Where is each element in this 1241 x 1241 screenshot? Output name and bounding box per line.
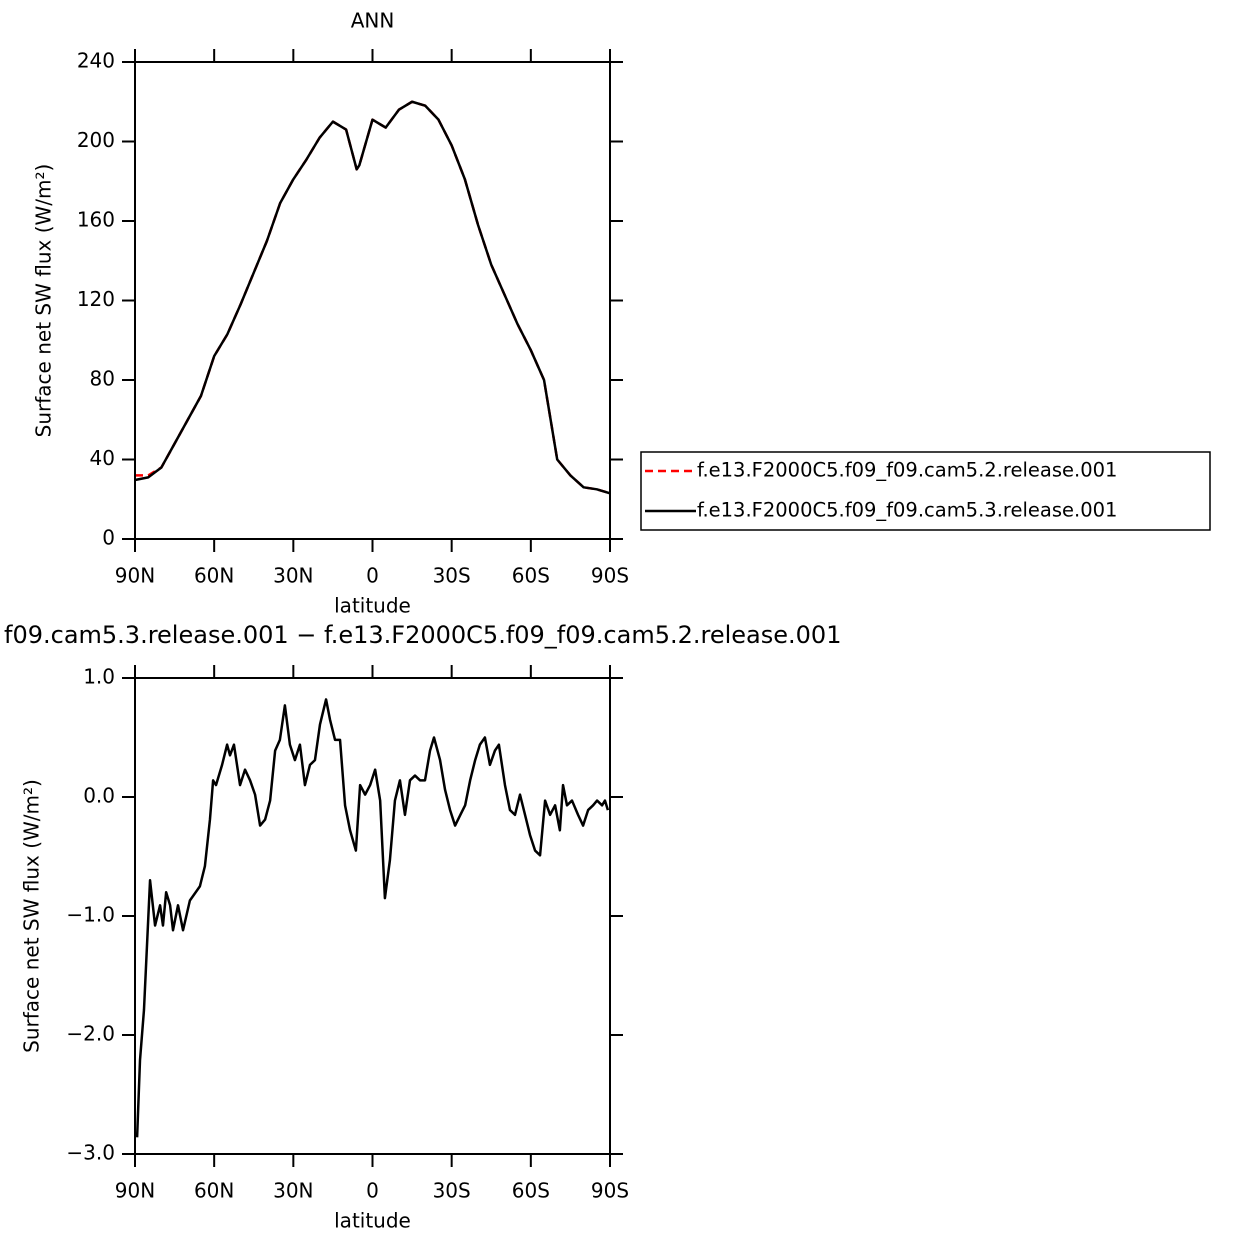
y-axis-label: Surface net SW flux (W/m²) bbox=[32, 164, 56, 438]
x-tick-label: 60S bbox=[512, 564, 550, 588]
y-tick-label: 1.0 bbox=[83, 665, 115, 689]
y-tick-label: 200 bbox=[77, 128, 115, 152]
y-tick-label: 160 bbox=[77, 208, 115, 232]
legend-label: f.e13.F2000C5.f09_f09.cam5.3.release.001 bbox=[697, 499, 1117, 522]
x-tick-label: 0 bbox=[366, 1179, 379, 1203]
x-tick-label: 30S bbox=[433, 1179, 471, 1203]
x-tick-label: 30N bbox=[273, 1179, 313, 1203]
y-axis-label: Surface net SW flux (W/m²) bbox=[20, 779, 44, 1053]
y-tick-label: 120 bbox=[77, 287, 115, 311]
x-tick-label: 60N bbox=[194, 1179, 234, 1203]
chart-title: f09.cam5.3.release.001 − f.e13.F2000C5.f… bbox=[4, 621, 841, 649]
y-tick-label: −2.0 bbox=[66, 1022, 115, 1046]
x-tick-label: 30S bbox=[433, 564, 471, 588]
legend-box bbox=[640, 451, 1211, 531]
x-tick-label: 60S bbox=[512, 1179, 550, 1203]
y-tick-label: 80 bbox=[90, 367, 115, 391]
x-tick-label: 90N bbox=[115, 1179, 155, 1203]
x-tick-label: 90S bbox=[591, 1179, 629, 1203]
data-line bbox=[135, 698, 610, 1138]
y-tick-label: 40 bbox=[90, 446, 115, 470]
y-tick-label: 0.0 bbox=[83, 784, 115, 808]
plot-frame bbox=[134, 61, 611, 540]
x-axis-label: latitude bbox=[334, 594, 411, 618]
y-tick-label: 240 bbox=[77, 49, 115, 73]
data-line bbox=[135, 100, 611, 495]
y-tick-label: −3.0 bbox=[66, 1141, 115, 1165]
x-tick-label: 30N bbox=[273, 564, 313, 588]
plot-frame bbox=[134, 677, 611, 1155]
chart-title: ANN bbox=[351, 9, 395, 33]
x-tick-label: 90N bbox=[115, 564, 155, 588]
data-line bbox=[134, 100, 611, 495]
legend-label: f.e13.F2000C5.f09_f09.cam5.2.release.001 bbox=[697, 459, 1117, 482]
y-tick-label: 0 bbox=[102, 526, 115, 550]
x-tick-label: 90S bbox=[591, 564, 629, 588]
x-tick-label: 0 bbox=[366, 564, 379, 588]
y-tick-label: −1.0 bbox=[66, 903, 115, 927]
x-axis-label: latitude bbox=[334, 1209, 411, 1233]
x-tick-label: 60N bbox=[194, 564, 234, 588]
